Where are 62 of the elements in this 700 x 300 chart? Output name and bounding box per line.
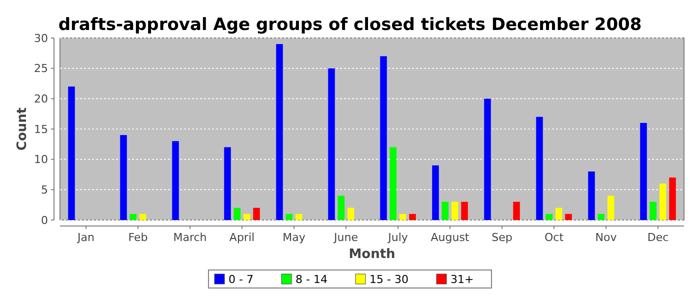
- bar: [172, 141, 179, 220]
- x-tick-label: Dec: [647, 231, 669, 244]
- legend-label: 0 - 7: [228, 272, 254, 286]
- x-tick-label: June: [333, 231, 358, 244]
- y-tick-label: 20: [34, 92, 48, 106]
- bar: [461, 202, 468, 220]
- x-tick-label: Oct: [544, 231, 564, 244]
- legend-label: 15 - 30: [370, 272, 408, 286]
- x-tick-label: April: [229, 231, 255, 244]
- chart-title: drafts-approval Age groups of closed tickets December 2008: [58, 15, 642, 35]
- bar: [432, 165, 439, 220]
- x-tick-label: August: [430, 231, 470, 244]
- x-tick-label: July: [387, 231, 408, 244]
- x-tick-label: Sep: [492, 231, 512, 244]
- bar: [409, 214, 416, 220]
- bar: [451, 202, 458, 220]
- bar: [669, 178, 676, 220]
- bar: [243, 214, 250, 220]
- bar: [68, 86, 75, 220]
- bar: [513, 202, 520, 220]
- bar: [328, 68, 335, 220]
- legend-label: 31+: [450, 272, 474, 286]
- y-tick-label: 0: [41, 214, 48, 227]
- bar: [234, 208, 241, 220]
- x-tick-label: Nov: [595, 231, 618, 244]
- bar: [139, 214, 146, 220]
- bar: [130, 214, 137, 220]
- bar: [399, 214, 406, 220]
- bar: [380, 56, 387, 220]
- bar: [295, 214, 302, 220]
- bar: [347, 208, 354, 220]
- x-tick-label: May: [282, 231, 306, 244]
- y-tick-label: 15: [34, 122, 48, 136]
- x-tick-label: Jan: [76, 231, 94, 244]
- bar: [484, 98, 491, 220]
- bar: [253, 208, 260, 220]
- bar: [640, 122, 647, 220]
- bar: [588, 171, 595, 220]
- legend-label: 8 - 14: [296, 272, 328, 286]
- y-tick-label: 10: [34, 153, 48, 166]
- bar: [598, 214, 605, 220]
- y-tick-label: 30: [34, 32, 48, 45]
- bar: [276, 44, 283, 220]
- x-axis-title: Month: [348, 247, 396, 262]
- bar: [120, 135, 127, 220]
- bar: [650, 202, 657, 220]
- bar: [442, 202, 449, 220]
- bar: [659, 184, 666, 220]
- bar: [555, 208, 562, 220]
- y-axis-title: Count: [15, 107, 30, 151]
- bar: [338, 196, 345, 220]
- y-tick-label: 5: [41, 184, 48, 197]
- y-tick-label: 25: [34, 62, 48, 76]
- x-tick-label: March: [173, 231, 207, 244]
- bar: [607, 196, 614, 220]
- bar: [565, 214, 572, 220]
- bar: [224, 147, 231, 220]
- bar: [536, 116, 543, 220]
- bar: [286, 214, 293, 220]
- bar: [390, 147, 397, 220]
- bar: [546, 214, 553, 220]
- x-tick-label: Feb: [128, 231, 148, 244]
